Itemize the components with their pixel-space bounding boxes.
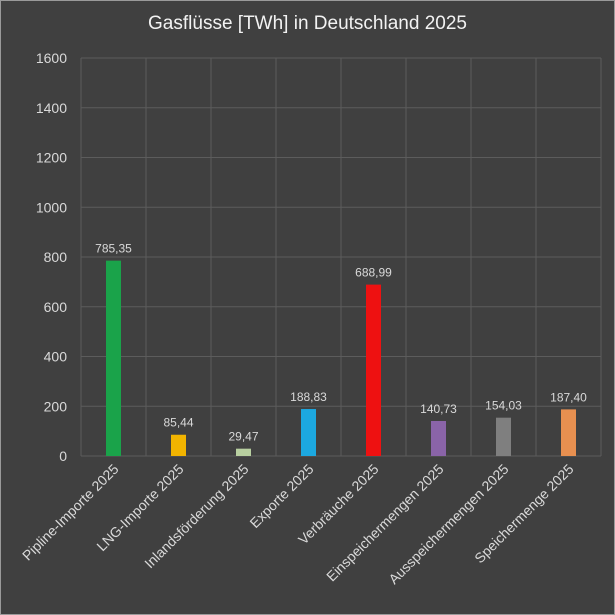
chart-title: Gasflüsse [TWh] in Deutschland 2025 xyxy=(148,13,467,34)
y-tick-label: 1600 xyxy=(36,50,67,66)
y-tick-label: 1400 xyxy=(36,100,67,116)
bar-3 xyxy=(236,448,251,456)
bar-7 xyxy=(496,417,511,456)
data-label: 188,83 xyxy=(290,390,327,404)
data-label: 85,44 xyxy=(163,416,193,430)
data-label: 688,99 xyxy=(355,266,392,280)
bar-2 xyxy=(171,434,186,456)
bar-6 xyxy=(431,420,446,456)
y-tick-label: 600 xyxy=(44,299,68,315)
y-tick-label: 0 xyxy=(59,448,67,464)
y-tick-label: 200 xyxy=(44,398,68,414)
bar-4 xyxy=(301,409,316,456)
data-label: 187,40 xyxy=(550,390,587,404)
bar-5 xyxy=(366,284,381,456)
y-tick-label: 1000 xyxy=(36,199,67,215)
bar-8 xyxy=(561,409,576,456)
bar-1 xyxy=(106,260,121,456)
data-label: 29,47 xyxy=(228,430,258,444)
category-label: Einspeichermengen 2025 xyxy=(323,461,447,585)
category-label: Exporte 2025 xyxy=(246,461,316,531)
y-tick-label: 1200 xyxy=(36,150,67,166)
data-label: 785,35 xyxy=(95,242,132,256)
y-tick-label: 400 xyxy=(44,349,68,365)
data-label: 154,03 xyxy=(485,399,522,413)
y-tick-label: 800 xyxy=(44,249,68,265)
data-label: 140,73 xyxy=(420,402,457,416)
category-label: Ausspeichermengen 2025 xyxy=(385,461,511,587)
